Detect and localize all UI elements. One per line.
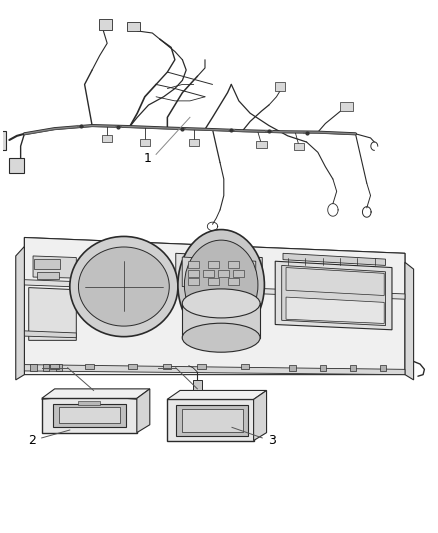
Text: 1: 1	[144, 152, 152, 165]
Polygon shape	[228, 278, 239, 285]
Polygon shape	[380, 365, 386, 371]
Polygon shape	[283, 253, 385, 265]
Polygon shape	[53, 403, 126, 427]
Polygon shape	[102, 135, 113, 142]
Ellipse shape	[182, 323, 260, 352]
Polygon shape	[405, 262, 413, 380]
Polygon shape	[25, 331, 76, 338]
Polygon shape	[256, 141, 267, 148]
Polygon shape	[99, 20, 112, 30]
Polygon shape	[140, 139, 150, 146]
Polygon shape	[254, 391, 267, 441]
Ellipse shape	[70, 237, 178, 337]
Polygon shape	[275, 261, 392, 330]
Polygon shape	[42, 398, 137, 433]
Polygon shape	[167, 399, 254, 441]
Polygon shape	[25, 238, 405, 262]
Text: 2: 2	[28, 434, 36, 447]
Polygon shape	[294, 143, 304, 150]
Polygon shape	[163, 364, 171, 369]
Polygon shape	[37, 272, 59, 279]
Polygon shape	[193, 380, 202, 391]
Polygon shape	[30, 364, 36, 371]
Polygon shape	[188, 278, 199, 285]
Polygon shape	[198, 364, 206, 369]
Polygon shape	[282, 265, 385, 326]
Polygon shape	[42, 364, 49, 371]
Polygon shape	[233, 270, 244, 277]
Ellipse shape	[178, 230, 265, 341]
Polygon shape	[8, 158, 24, 173]
Polygon shape	[203, 270, 214, 277]
Polygon shape	[25, 280, 405, 299]
Polygon shape	[34, 259, 60, 269]
Polygon shape	[240, 364, 249, 369]
Polygon shape	[182, 303, 260, 338]
Polygon shape	[228, 261, 239, 268]
Polygon shape	[25, 365, 405, 375]
Polygon shape	[182, 257, 256, 290]
Polygon shape	[188, 270, 199, 277]
Polygon shape	[0, 135, 2, 146]
Polygon shape	[208, 261, 219, 268]
Polygon shape	[29, 288, 76, 341]
Polygon shape	[0, 132, 6, 150]
Polygon shape	[208, 278, 219, 285]
Polygon shape	[59, 407, 120, 423]
Polygon shape	[286, 268, 384, 295]
Polygon shape	[275, 82, 286, 91]
Polygon shape	[56, 364, 63, 371]
Polygon shape	[33, 256, 76, 278]
Polygon shape	[340, 102, 353, 111]
Ellipse shape	[184, 240, 258, 330]
Polygon shape	[137, 389, 150, 433]
Polygon shape	[42, 389, 150, 398]
Text: 3: 3	[268, 434, 276, 447]
Polygon shape	[290, 365, 296, 371]
Polygon shape	[188, 139, 199, 146]
Polygon shape	[78, 401, 100, 405]
Polygon shape	[188, 261, 199, 268]
Polygon shape	[286, 297, 384, 324]
Polygon shape	[176, 253, 262, 295]
Polygon shape	[350, 365, 356, 371]
Polygon shape	[127, 21, 140, 31]
Polygon shape	[16, 246, 25, 380]
Ellipse shape	[182, 289, 260, 318]
Polygon shape	[167, 391, 267, 399]
Polygon shape	[218, 270, 229, 277]
Polygon shape	[25, 238, 405, 375]
Polygon shape	[128, 364, 137, 369]
Polygon shape	[320, 365, 326, 371]
Polygon shape	[182, 409, 243, 432]
Polygon shape	[85, 364, 94, 369]
Polygon shape	[176, 405, 248, 437]
Ellipse shape	[78, 247, 169, 326]
Polygon shape	[50, 364, 59, 369]
